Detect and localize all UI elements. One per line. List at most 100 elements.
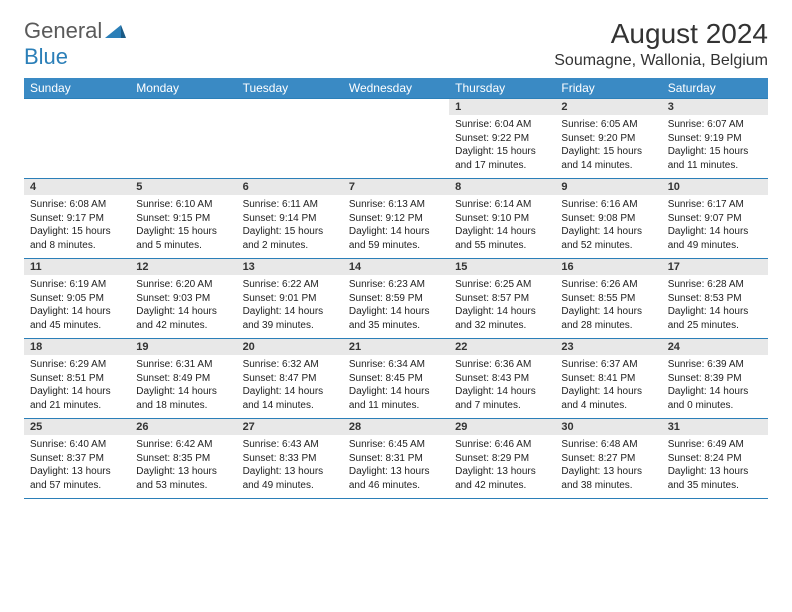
- header: GeneralBlue August 2024 Soumagne, Wallon…: [24, 18, 768, 70]
- sunrise-text: Sunrise: 6:48 AM: [561, 438, 655, 452]
- sunrise-text: Sunrise: 6:32 AM: [243, 358, 337, 372]
- sunset-text: Sunset: 9:12 PM: [349, 212, 443, 226]
- day-info: Sunrise: 6:49 AMSunset: 8:24 PMDaylight:…: [662, 435, 768, 498]
- day-info: Sunrise: 6:46 AMSunset: 8:29 PMDaylight:…: [449, 435, 555, 498]
- calendar-day-cell: 4Sunrise: 6:08 AMSunset: 9:17 PMDaylight…: [24, 179, 130, 259]
- day-info: Sunrise: 6:43 AMSunset: 8:33 PMDaylight:…: [237, 435, 343, 498]
- daylight-text: Daylight: 14 hours and 18 minutes.: [136, 385, 230, 412]
- sunrise-text: Sunrise: 6:42 AM: [136, 438, 230, 452]
- sunrise-text: Sunrise: 6:11 AM: [243, 198, 337, 212]
- sunset-text: Sunset: 8:27 PM: [561, 452, 655, 466]
- calendar-day-cell: [343, 99, 449, 179]
- day-number: [237, 99, 343, 115]
- day-number: 28: [343, 419, 449, 435]
- sunrise-text: Sunrise: 6:22 AM: [243, 278, 337, 292]
- sunrise-text: Sunrise: 6:25 AM: [455, 278, 549, 292]
- daylight-text: Daylight: 14 hours and 55 minutes.: [455, 225, 549, 252]
- weekday-header: Monday: [130, 78, 236, 99]
- sunset-text: Sunset: 8:41 PM: [561, 372, 655, 386]
- calendar-day-cell: 9Sunrise: 6:16 AMSunset: 9:08 PMDaylight…: [555, 179, 661, 259]
- logo-text-1: General: [24, 18, 102, 43]
- sunset-text: Sunset: 8:31 PM: [349, 452, 443, 466]
- calendar-day-cell: 23Sunrise: 6:37 AMSunset: 8:41 PMDayligh…: [555, 339, 661, 419]
- day-number: 27: [237, 419, 343, 435]
- sunset-text: Sunset: 8:57 PM: [455, 292, 549, 306]
- day-number: 23: [555, 339, 661, 355]
- day-number: 8: [449, 179, 555, 195]
- sunrise-text: Sunrise: 6:20 AM: [136, 278, 230, 292]
- sunrise-text: Sunrise: 6:10 AM: [136, 198, 230, 212]
- day-info: [343, 115, 449, 173]
- calendar-day-cell: 11Sunrise: 6:19 AMSunset: 9:05 PMDayligh…: [24, 259, 130, 339]
- day-number: 10: [662, 179, 768, 195]
- day-info: Sunrise: 6:42 AMSunset: 8:35 PMDaylight:…: [130, 435, 236, 498]
- daylight-text: Daylight: 14 hours and 28 minutes.: [561, 305, 655, 332]
- sunset-text: Sunset: 9:19 PM: [668, 132, 762, 146]
- daylight-text: Daylight: 14 hours and 32 minutes.: [455, 305, 549, 332]
- daylight-text: Daylight: 13 hours and 35 minutes.: [668, 465, 762, 492]
- daylight-text: Daylight: 13 hours and 49 minutes.: [243, 465, 337, 492]
- day-number: 5: [130, 179, 236, 195]
- calendar-day-cell: 2Sunrise: 6:05 AMSunset: 9:20 PMDaylight…: [555, 99, 661, 179]
- daylight-text: Daylight: 15 hours and 14 minutes.: [561, 145, 655, 172]
- day-info: Sunrise: 6:11 AMSunset: 9:14 PMDaylight:…: [237, 195, 343, 258]
- weekday-header: Wednesday: [343, 78, 449, 99]
- day-info: Sunrise: 6:40 AMSunset: 8:37 PMDaylight:…: [24, 435, 130, 498]
- sunset-text: Sunset: 9:05 PM: [30, 292, 124, 306]
- calendar-day-cell: 27Sunrise: 6:43 AMSunset: 8:33 PMDayligh…: [237, 419, 343, 499]
- day-info: Sunrise: 6:23 AMSunset: 8:59 PMDaylight:…: [343, 275, 449, 338]
- calendar-day-cell: 5 Sunrise: 6:10 AMSunset: 9:15 PMDaylight…: [130, 179, 236, 259]
- day-number: 29: [449, 419, 555, 435]
- sunset-text: Sunset: 9:07 PM: [668, 212, 762, 226]
- weekday-header: Friday: [555, 78, 661, 99]
- calendar-day-cell: [24, 99, 130, 179]
- sunrise-text: Sunrise: 6:16 AM: [561, 198, 655, 212]
- daylight-text: Daylight: 13 hours and 42 minutes.: [455, 465, 549, 492]
- sunset-text: Sunset: 8:51 PM: [30, 372, 124, 386]
- calendar-week-row: 18Sunrise: 6:29 AMSunset: 8:51 PMDayligh…: [24, 339, 768, 419]
- daylight-text: Daylight: 14 hours and 4 minutes.: [561, 385, 655, 412]
- daylight-text: Daylight: 15 hours and 17 minutes.: [455, 145, 549, 172]
- sunset-text: Sunset: 9:15 PM: [136, 212, 230, 226]
- day-number: 18: [24, 339, 130, 355]
- day-info: Sunrise: 6:04 AMSunset: 9:22 PMDaylight:…: [449, 115, 555, 178]
- day-info: Sunrise: 6:34 AMSunset: 8:45 PMDaylight:…: [343, 355, 449, 418]
- calendar-day-cell: 24Sunrise: 6:39 AMSunset: 8:39 PMDayligh…: [662, 339, 768, 419]
- daylight-text: Daylight: 13 hours and 57 minutes.: [30, 465, 124, 492]
- day-number: 12: [130, 259, 236, 275]
- sunset-text: Sunset: 9:22 PM: [455, 132, 549, 146]
- sunrise-text: Sunrise: 6:36 AM: [455, 358, 549, 372]
- sunset-text: Sunset: 8:45 PM: [349, 372, 443, 386]
- calendar-day-cell: 1Sunrise: 6:04 AMSunset: 9:22 PMDaylight…: [449, 99, 555, 179]
- daylight-text: Daylight: 14 hours and 59 minutes.: [349, 225, 443, 252]
- sunset-text: Sunset: 9:17 PM: [30, 212, 124, 226]
- sunrise-text: Sunrise: 6:14 AM: [455, 198, 549, 212]
- day-info: Sunrise: 6:31 AMSunset: 8:49 PMDaylight:…: [130, 355, 236, 418]
- daylight-text: Daylight: 14 hours and 42 minutes.: [136, 305, 230, 332]
- sunrise-text: Sunrise: 6:46 AM: [455, 438, 549, 452]
- day-number: [130, 99, 236, 115]
- sunrise-text: Sunrise: 6:05 AM: [561, 118, 655, 132]
- daylight-text: Daylight: 15 hours and 5 minutes.: [136, 225, 230, 252]
- sunrise-text: Sunrise: 6:13 AM: [349, 198, 443, 212]
- day-number: [24, 99, 130, 115]
- sunrise-text: Sunrise: 6:26 AM: [561, 278, 655, 292]
- day-number: 6: [237, 179, 343, 195]
- day-info: [130, 115, 236, 173]
- calendar-day-cell: 29Sunrise: 6:46 AMSunset: 8:29 PMDayligh…: [449, 419, 555, 499]
- day-info: [24, 115, 130, 173]
- sunset-text: Sunset: 9:10 PM: [455, 212, 549, 226]
- calendar-day-cell: 15Sunrise: 6:25 AMSunset: 8:57 PMDayligh…: [449, 259, 555, 339]
- day-number: 20: [237, 339, 343, 355]
- sunset-text: Sunset: 9:01 PM: [243, 292, 337, 306]
- weekday-header-row: Sunday Monday Tuesday Wednesday Thursday…: [24, 78, 768, 99]
- day-number: 19: [130, 339, 236, 355]
- daylight-text: Daylight: 14 hours and 21 minutes.: [30, 385, 124, 412]
- location: Soumagne, Wallonia, Belgium: [554, 52, 768, 70]
- day-info: Sunrise: 6:39 AMSunset: 8:39 PMDaylight:…: [662, 355, 768, 418]
- sunset-text: Sunset: 8:43 PM: [455, 372, 549, 386]
- calendar-day-cell: 16Sunrise: 6:26 AMSunset: 8:55 PMDayligh…: [555, 259, 661, 339]
- calendar-day-cell: 6Sunrise: 6:11 AMSunset: 9:14 PMDaylight…: [237, 179, 343, 259]
- day-number: 9: [555, 179, 661, 195]
- calendar-body: 1Sunrise: 6:04 AMSunset: 9:22 PMDaylight…: [24, 99, 768, 499]
